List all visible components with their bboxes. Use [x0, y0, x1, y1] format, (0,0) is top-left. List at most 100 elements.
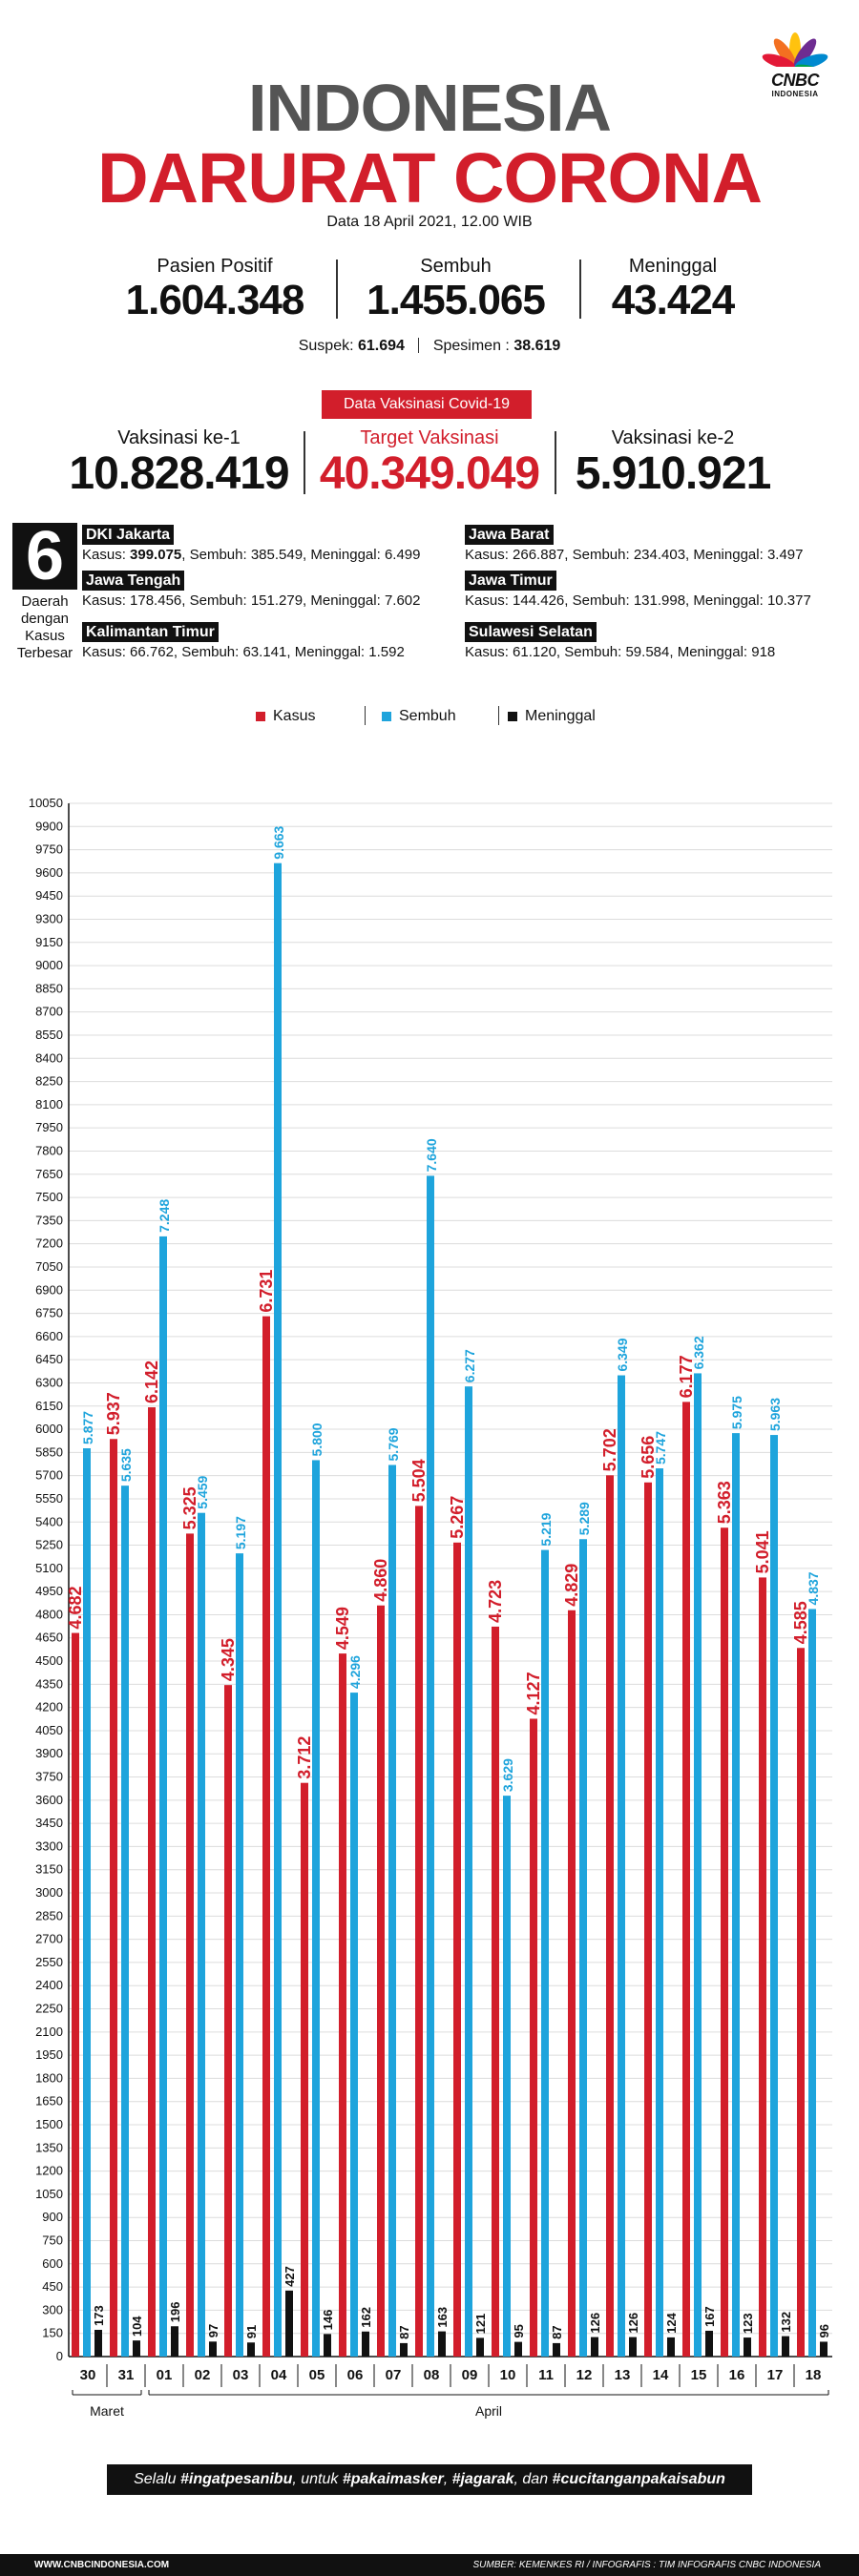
- x-tick-label: 06: [347, 2367, 364, 2383]
- data-label: 5.219: [538, 1512, 554, 1546]
- data-label: 4.682: [66, 1587, 85, 1630]
- y-tick-label: 3600: [35, 1793, 63, 1807]
- bar-kasus: [606, 1475, 614, 2357]
- legend-label: Meninggal: [525, 708, 596, 724]
- bar-meninggal: [171, 2326, 178, 2357]
- y-tick-label: 8250: [35, 1074, 63, 1089]
- data-label: 5.800: [309, 1423, 325, 1456]
- bar-sembuh: [770, 1435, 778, 2357]
- bar-kasus: [682, 1402, 690, 2357]
- y-tick-label: 9150: [35, 935, 63, 949]
- y-tick-label: 9600: [35, 865, 63, 880]
- legend-label: Kasus: [273, 708, 316, 724]
- data-label: 126: [588, 2313, 602, 2334]
- x-tick-label: 14: [653, 2367, 669, 2383]
- legend-swatch: [256, 712, 265, 721]
- stat-label: Pasien Positif: [157, 256, 273, 277]
- stat-label: Vaksinasi ke-2: [611, 427, 735, 448]
- stat-value: 43.424: [611, 277, 736, 323]
- x-tick-label: 02: [195, 2367, 211, 2383]
- caption-line: Terbesar: [16, 645, 73, 661]
- y-tick-label: 6150: [35, 1399, 63, 1413]
- data-label: 97: [206, 2324, 220, 2337]
- bar-sembuh: [350, 1693, 358, 2357]
- x-tick-label: 12: [576, 2367, 593, 2383]
- legend-item-meninggal: Meninggal: [508, 708, 596, 725]
- bar-sembuh: [159, 1236, 167, 2357]
- divider: [418, 338, 420, 353]
- specimen-value: 38.619: [513, 338, 561, 354]
- data-label: 124: [664, 2312, 679, 2333]
- data-label: 5.963: [767, 1398, 783, 1431]
- y-tick-label: 7650: [35, 1167, 63, 1181]
- legend-swatch: [508, 712, 517, 721]
- divider: [498, 706, 499, 725]
- region-count: 6: [12, 522, 77, 591]
- bar-kasus: [453, 1542, 461, 2357]
- y-tick-label: 6750: [35, 1306, 63, 1320]
- y-tick-label: 3150: [35, 1862, 63, 1877]
- data-label: 9.663: [271, 825, 286, 859]
- bar-sembuh: [808, 1609, 816, 2357]
- y-tick-label: 7950: [35, 1120, 63, 1134]
- y-tick-label: 4950: [35, 1584, 63, 1598]
- data-label: 4.829: [562, 1564, 581, 1607]
- bar-meninggal: [400, 2342, 408, 2357]
- divider: [304, 431, 305, 494]
- bar-kasus: [377, 1605, 385, 2357]
- y-tick-label: 3750: [35, 1770, 63, 1784]
- data-label: 6.177: [677, 1355, 696, 1398]
- x-tick-label: 31: [118, 2367, 135, 2383]
- y-tick-label: 9000: [35, 958, 63, 972]
- y-tick-label: 4050: [35, 1723, 63, 1737]
- x-tick-label: 03: [233, 2367, 249, 2383]
- data-label: 7.248: [157, 1199, 172, 1233]
- caption-line: Kasus: [25, 628, 65, 644]
- data-label: 123: [741, 2313, 755, 2334]
- stat-positive: Pasien Positif 1.604.348: [95, 256, 334, 323]
- region-info: Kasus: 266.887, Sembuh: 234.403, Meningg…: [465, 547, 804, 563]
- region-item: Kalimantan Timur Kasus: 66.762, Sembuh: …: [82, 622, 405, 663]
- vaccination-second: Vaksinasi ke-2 5.910.921: [558, 427, 787, 500]
- stat-recovered: Sembuh 1.455.065: [339, 256, 573, 323]
- y-tick-label: 9750: [35, 842, 63, 857]
- bar-kasus: [110, 1439, 117, 2357]
- region-item: Sulawesi Selatan Kasus: 61.120, Sembuh: …: [465, 622, 775, 663]
- data-label: 173: [92, 2305, 106, 2326]
- bar-kasus: [262, 1316, 270, 2357]
- y-tick-label: 3450: [35, 1816, 63, 1830]
- bar-kasus: [530, 1718, 537, 2357]
- suspect-specimen-line: Suspek: 61.694 Spesimen : 38.619: [0, 338, 859, 355]
- bar-sembuh: [656, 1468, 663, 2357]
- stat-deaths: Meninggal 43.424: [573, 256, 773, 323]
- y-tick-label: 10050: [29, 796, 63, 810]
- legend-swatch: [382, 712, 391, 721]
- bar-sembuh: [541, 1549, 549, 2357]
- divider: [555, 431, 556, 494]
- bar-kasus: [72, 1632, 79, 2357]
- data-label: 5.363: [715, 1481, 734, 1524]
- data-label: 4.585: [791, 1601, 810, 1644]
- data-label: 5.656: [639, 1436, 658, 1479]
- legend-item-kasus: Kasus: [256, 708, 315, 725]
- y-tick-label: 1200: [35, 2164, 63, 2178]
- data-label: 5.197: [233, 1516, 248, 1549]
- y-tick-label: 300: [42, 2302, 63, 2316]
- website-text: WWW.CNBCINDONESIA.COM: [34, 2560, 170, 2570]
- vaccination-target: Target Vaksinasi 40.349.049: [310, 427, 549, 500]
- data-label: 5.975: [729, 1396, 744, 1429]
- bar-meninggal: [667, 2337, 675, 2357]
- data-label: 121: [473, 2314, 488, 2335]
- y-tick-label: 7350: [35, 1213, 63, 1227]
- x-tick-label: 04: [271, 2367, 287, 2383]
- bar-meninggal: [629, 2337, 637, 2357]
- data-label: 5.504: [409, 1459, 429, 1502]
- y-tick-label: 6300: [35, 1375, 63, 1389]
- data-label: 95: [512, 2324, 526, 2337]
- region-name: DKI Jakarta: [82, 525, 175, 545]
- bar-meninggal: [285, 2290, 293, 2357]
- region-info: Kasus: 61.120, Sembuh: 59.584, Meninggal…: [465, 644, 776, 660]
- y-tick-label: 5400: [35, 1514, 63, 1528]
- divider: [579, 260, 581, 319]
- region-info: Kasus: 144.426, Sembuh: 131.998, Meningg…: [465, 592, 811, 609]
